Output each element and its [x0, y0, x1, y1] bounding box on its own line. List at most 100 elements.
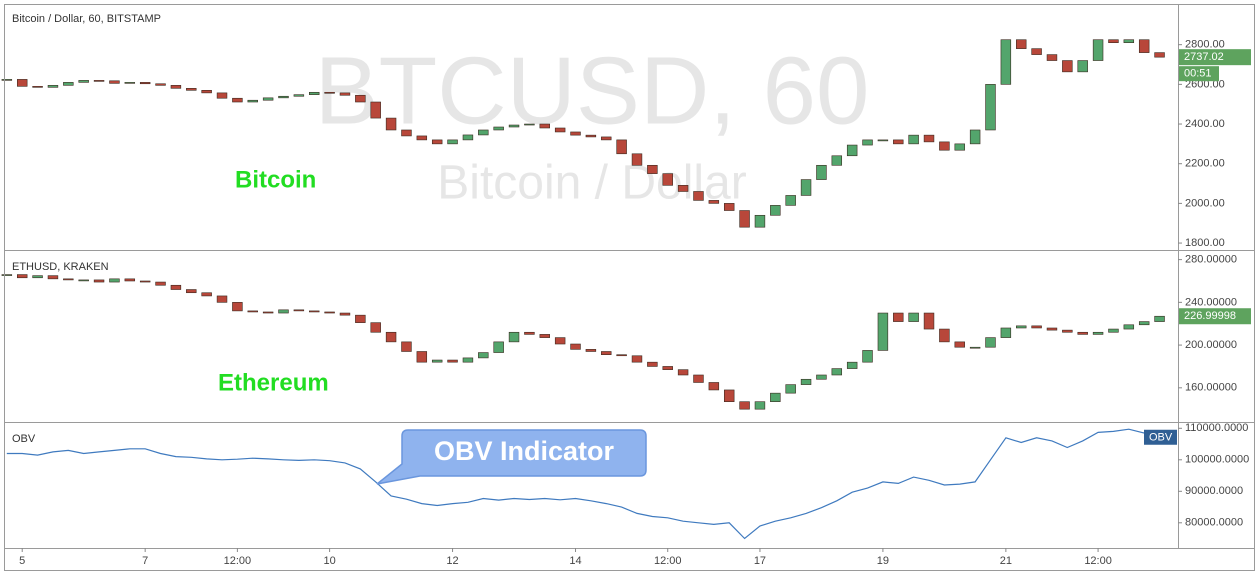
candle: [1092, 39, 1104, 61]
candle: [754, 214, 766, 228]
candle: [493, 341, 504, 353]
y-tick-label: 280.00000: [1185, 254, 1237, 266]
candle: [708, 382, 720, 391]
candle: [63, 82, 74, 86]
y-tick-label: 200.00000: [1185, 339, 1237, 351]
y-tick-label: 100000.0000: [1185, 454, 1249, 466]
watermark-subtitle: Bitcoin / Dollar: [437, 157, 746, 210]
candle: [447, 139, 458, 145]
candle: [923, 312, 935, 330]
candle: [78, 80, 89, 83]
candle: [1123, 324, 1135, 330]
plots: [1, 39, 1165, 540]
candle: [939, 141, 950, 151]
candle: [785, 195, 796, 206]
candle: [601, 136, 612, 141]
callout-text: OBV Indicator: [434, 436, 615, 466]
candle: [16, 79, 28, 87]
candle: [800, 179, 812, 196]
candle: [1046, 327, 1058, 331]
x-tick-label: 17: [754, 555, 766, 567]
series-tag: [1144, 429, 1177, 445]
candle: [216, 295, 228, 303]
candle: [923, 134, 935, 143]
candle: [524, 123, 535, 126]
obv-line: [6, 428, 1160, 540]
candle: [601, 351, 612, 355]
watermark: BTCUSD, 60: [315, 37, 870, 144]
candle: [985, 84, 996, 131]
candle: [278, 309, 289, 314]
candle: [877, 139, 889, 142]
candle: [1062, 60, 1073, 73]
annotation: Ethereum: [218, 369, 329, 396]
candle: [1108, 328, 1119, 333]
candle: [1016, 325, 1027, 329]
candle: [1077, 60, 1088, 73]
candle: [508, 124, 520, 128]
candle: [693, 374, 704, 383]
callout: OBV Indicator: [376, 429, 647, 485]
y-tick-label: 90000.0000: [1185, 485, 1243, 497]
candle: [1000, 327, 1012, 338]
pane-title: Bitcoin / Dollar, 60, BITSTAMP: [12, 13, 161, 25]
series-tag-label: OBV: [1149, 432, 1173, 444]
candle: [1062, 329, 1073, 333]
candle: [554, 127, 566, 133]
candle: [431, 359, 443, 363]
candle: [78, 279, 89, 282]
candle: [1031, 325, 1042, 329]
candle: [462, 357, 474, 363]
candle: [124, 278, 136, 282]
candle: [862, 350, 873, 363]
price-tag: [1179, 49, 1251, 66]
x-tick-label: 10: [323, 555, 335, 567]
x-tick-label: 12:00: [224, 555, 252, 567]
candle: [1154, 52, 1165, 58]
candle: [16, 274, 28, 279]
candle: [201, 292, 212, 297]
candle: [877, 312, 889, 351]
candle: [278, 95, 289, 99]
candle: [109, 80, 120, 84]
candle: [370, 101, 381, 119]
candle: [324, 91, 335, 94]
candle: [155, 281, 166, 286]
candle: [508, 331, 520, 343]
candle: [570, 343, 581, 350]
y-tick-label: 110000.0000: [1185, 422, 1248, 434]
candle: [478, 352, 489, 359]
candle: [846, 361, 858, 369]
candle: [416, 351, 428, 363]
candle: [647, 361, 658, 367]
candle: [862, 139, 873, 146]
candle: [570, 131, 581, 136]
candle: [216, 92, 228, 99]
candle: [893, 139, 904, 145]
candle: [47, 275, 59, 280]
candle: [831, 155, 843, 166]
candle: [109, 278, 120, 283]
candle: [754, 401, 766, 410]
candle: [93, 80, 105, 82]
candle: [262, 311, 274, 314]
candle: [616, 354, 627, 357]
x-tick-label: 7: [142, 555, 148, 567]
candle: [785, 384, 796, 394]
candle: [969, 129, 981, 145]
candle: [247, 99, 258, 103]
candle: [800, 378, 812, 385]
pane-title: ETHUSD, KRAKEN: [12, 261, 109, 273]
y-tick-label: 160.00000: [1185, 382, 1237, 394]
x-tick-label: 21: [1000, 555, 1012, 567]
candle: [309, 91, 320, 95]
candle: [708, 200, 720, 204]
candle: [723, 389, 735, 403]
candle: [985, 337, 996, 348]
candle: [339, 92, 351, 96]
candle: [47, 85, 59, 88]
candle: [401, 129, 412, 137]
candle: [355, 314, 366, 323]
candle: [770, 205, 781, 216]
